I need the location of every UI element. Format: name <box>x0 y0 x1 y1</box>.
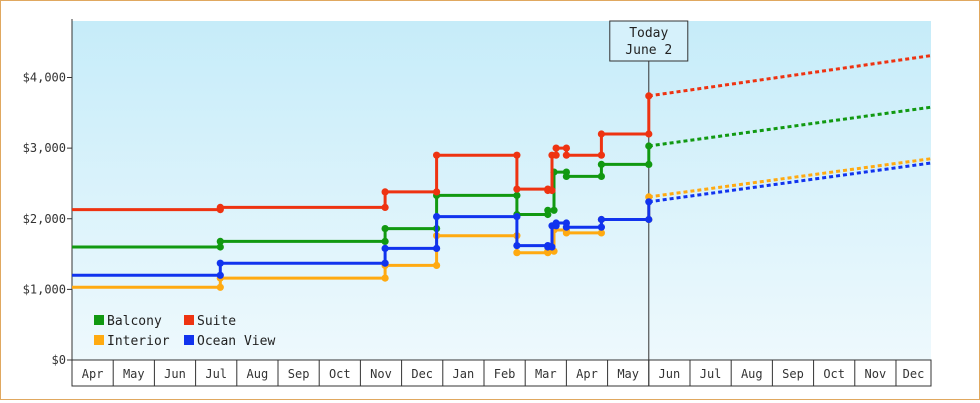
x-tick-label: Nov <box>370 367 392 381</box>
data-point-ocean-view <box>562 223 571 231</box>
data-point-ocean-view <box>513 242 521 250</box>
data-point-ocean-view <box>552 219 560 227</box>
data-point-suite <box>562 144 571 152</box>
x-tick-label: Aug <box>741 367 763 381</box>
data-point-balcony <box>216 243 224 251</box>
data-point-ocean-view <box>433 213 441 221</box>
data-point-ocean-view <box>381 244 389 252</box>
x-tick-label: Jul <box>205 367 227 381</box>
data-point-balcony <box>562 172 571 180</box>
y-tick-label: $2,000 <box>23 212 66 226</box>
x-axis-band <box>71 359 932 387</box>
y-tick-label: $1,000 <box>23 282 66 296</box>
x-tick-label: Jul <box>700 367 722 381</box>
data-point-interior <box>381 274 389 282</box>
legend-swatch-ocean-view <box>184 335 194 345</box>
data-point-balcony <box>513 191 521 199</box>
y-tick-label: $0 <box>52 353 66 367</box>
data-point-suite <box>548 186 556 195</box>
data-point-interior <box>562 229 571 237</box>
data-point-ocean-view <box>216 271 224 279</box>
x-tick-label: Apr <box>82 367 104 381</box>
data-point-interior <box>433 261 441 269</box>
data-point-balcony <box>550 206 558 214</box>
series-projection-balcony <box>648 105 932 148</box>
data-point-ocean-view <box>597 223 606 231</box>
legend-label-ocean-view: Ocean View <box>197 334 275 349</box>
legend-swatch-interior <box>94 335 104 345</box>
data-point-interior <box>513 249 521 257</box>
x-tick-label: Sep <box>782 367 804 381</box>
x-tick-label: Oct <box>329 367 351 381</box>
x-tick-label: Jan <box>453 367 475 381</box>
x-tick-label: Dec <box>903 367 925 381</box>
legend-swatch-balcony <box>94 315 104 325</box>
data-point-suite <box>381 203 389 211</box>
x-tick-label: Dec <box>411 367 433 381</box>
data-point-suite <box>552 151 560 159</box>
x-tick-label: May <box>123 367 145 381</box>
data-point-balcony <box>645 160 653 168</box>
today-label: Today <box>629 26 668 41</box>
data-point-suite <box>513 185 521 193</box>
data-point-suite <box>645 130 653 138</box>
y-tick-label: $3,000 <box>23 141 66 155</box>
data-point-balcony <box>645 142 653 150</box>
x-tick-label: Oct <box>823 367 845 381</box>
data-point-suite <box>597 130 606 138</box>
data-point-ocean-view <box>216 259 224 267</box>
series-projection-suite <box>648 54 932 98</box>
data-point-balcony <box>381 225 389 233</box>
data-point-balcony <box>381 237 389 245</box>
data-point-suite <box>216 203 224 211</box>
legend-label-suite: Suite <box>197 314 236 329</box>
x-tick-label: Feb <box>494 367 516 381</box>
legend-swatch-suite <box>184 315 194 325</box>
data-point-suite <box>597 151 606 159</box>
data-point-suite <box>433 188 441 196</box>
x-tick-label: Jun <box>164 367 186 381</box>
data-point-ocean-view <box>597 215 606 224</box>
legend-label-interior: Interior <box>107 334 170 349</box>
data-point-ocean-view <box>433 244 441 252</box>
series-projection-ocean-view <box>648 161 932 204</box>
data-point-ocean-view <box>513 213 521 221</box>
data-point-interior <box>597 229 606 237</box>
data-point-interior <box>216 283 224 291</box>
data-point-suite <box>513 151 521 159</box>
data-point-balcony <box>544 206 552 214</box>
x-tick-label: Sep <box>288 367 310 381</box>
data-point-ocean-view <box>645 215 653 224</box>
data-point-ocean-view <box>548 243 556 251</box>
today-box <box>609 20 689 62</box>
x-tick-label: May <box>617 367 639 381</box>
y-tick-label: $4,000 <box>23 71 66 85</box>
x-tick-label: Mar <box>535 367 557 381</box>
data-point-ocean-view <box>645 198 653 206</box>
x-tick-label: Nov <box>865 367 887 381</box>
data-point-balcony <box>216 237 224 245</box>
legend-label-balcony: Balcony <box>107 314 162 329</box>
data-point-suite <box>381 188 389 196</box>
data-point-balcony <box>597 172 606 180</box>
series-projection-interior <box>648 157 932 199</box>
data-point-balcony <box>597 160 606 168</box>
data-point-ocean-view <box>381 259 389 267</box>
data-point-suite <box>433 151 441 159</box>
x-tick-label: Apr <box>576 367 598 381</box>
today-date-label: June 2 <box>625 43 672 58</box>
data-point-suite <box>645 92 653 100</box>
data-point-suite <box>562 151 571 159</box>
x-tick-label: Aug <box>247 367 269 381</box>
x-tick-label: Jun <box>659 367 681 381</box>
plot-area <box>72 21 931 360</box>
data-point-suite <box>552 144 560 152</box>
